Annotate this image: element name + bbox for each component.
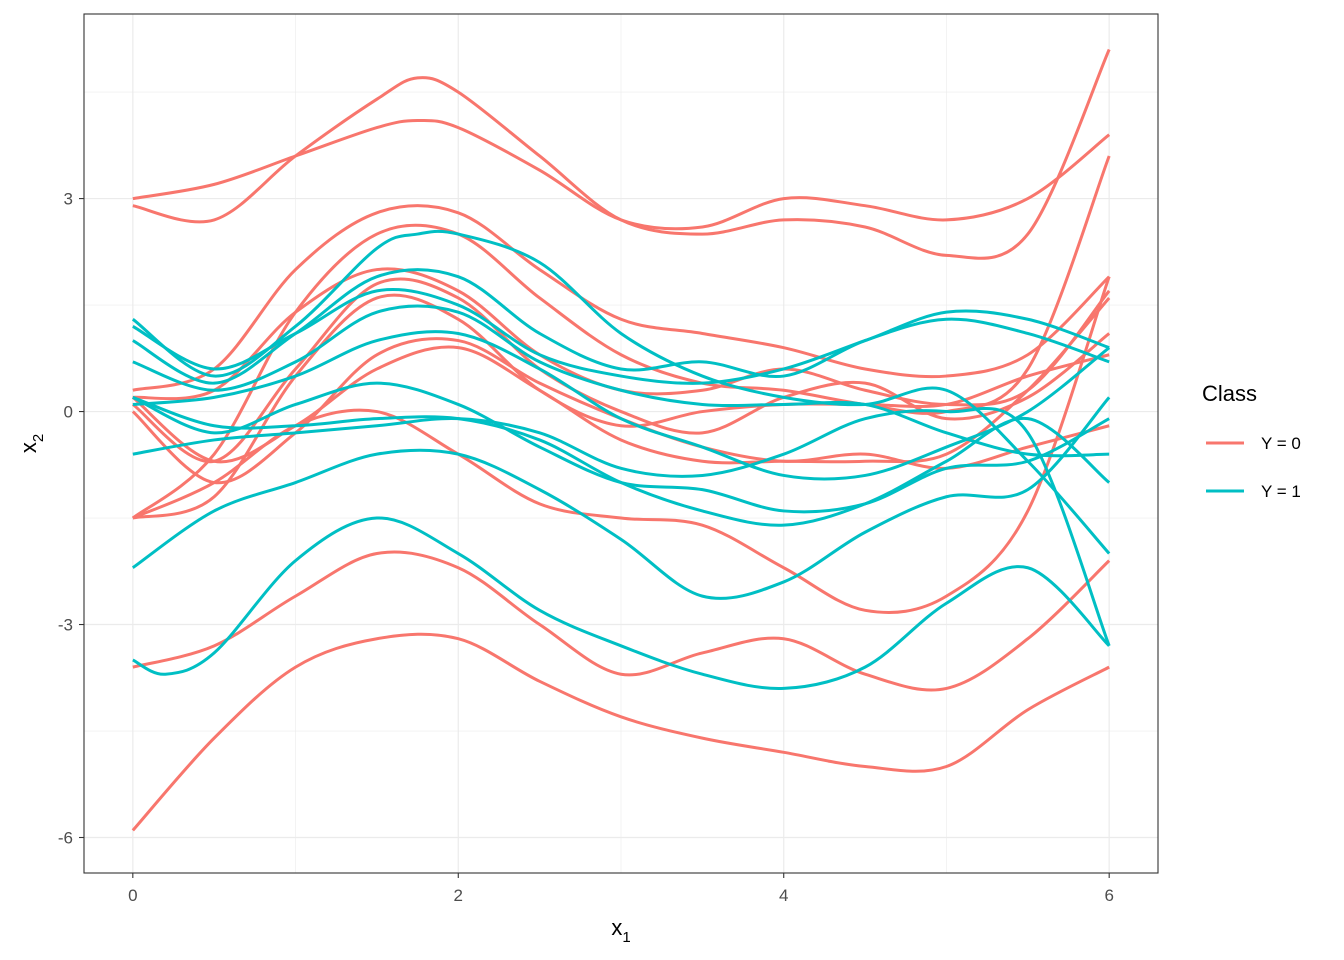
series-line-12 xyxy=(131,632,1110,832)
series-line-7 xyxy=(132,293,1110,520)
y-axis-title-main: x xyxy=(16,442,41,453)
y-axis-title: x2 xyxy=(16,434,47,453)
y-tick-label: -3 xyxy=(58,616,73,635)
series-line-3 xyxy=(132,204,1111,392)
series-layer xyxy=(131,48,1111,832)
series-line-17 xyxy=(132,330,1111,481)
series-line-13 xyxy=(131,229,1111,555)
series-line-6 xyxy=(131,277,1111,463)
series-line-16 xyxy=(132,304,1110,458)
legend-title: Class xyxy=(1202,381,1257,406)
y-axis-title-subscript: 2 xyxy=(30,434,47,442)
legend-items: Y = 0 Y = 1 xyxy=(1206,434,1301,501)
x-axis-title: x1 xyxy=(611,915,630,946)
legend-label: Y = 1 xyxy=(1261,482,1301,501)
y-tick-label: 0 xyxy=(64,403,73,422)
y-tick-label: -6 xyxy=(58,829,73,848)
series-line-22 xyxy=(132,516,1111,691)
x-tick-label: 2 xyxy=(454,886,463,905)
x-tick-label: 4 xyxy=(779,886,788,905)
x-tick-label: 6 xyxy=(1104,886,1113,905)
plot-panel xyxy=(83,13,1159,874)
x-axis: 0 2 4 6 xyxy=(128,873,1114,905)
legend-label: Y = 0 xyxy=(1261,434,1301,453)
x-axis-title-subscript: 1 xyxy=(622,929,630,946)
series-line-15 xyxy=(132,288,1110,385)
series-line-2 xyxy=(132,118,1111,231)
y-tick-label: 3 xyxy=(64,190,73,209)
x-tick-label: 0 xyxy=(128,886,137,905)
panel-frame xyxy=(83,13,1159,874)
y-axis: -6 -3 0 3 xyxy=(58,190,84,848)
series-line-21 xyxy=(131,396,1111,600)
series-line-11 xyxy=(132,550,1111,692)
x-axis-title-main: x xyxy=(611,915,622,940)
series-line-19 xyxy=(132,395,1111,527)
legend: Class Y = 0 Y = 1 xyxy=(1202,381,1301,501)
series-line-20 xyxy=(132,407,1111,647)
